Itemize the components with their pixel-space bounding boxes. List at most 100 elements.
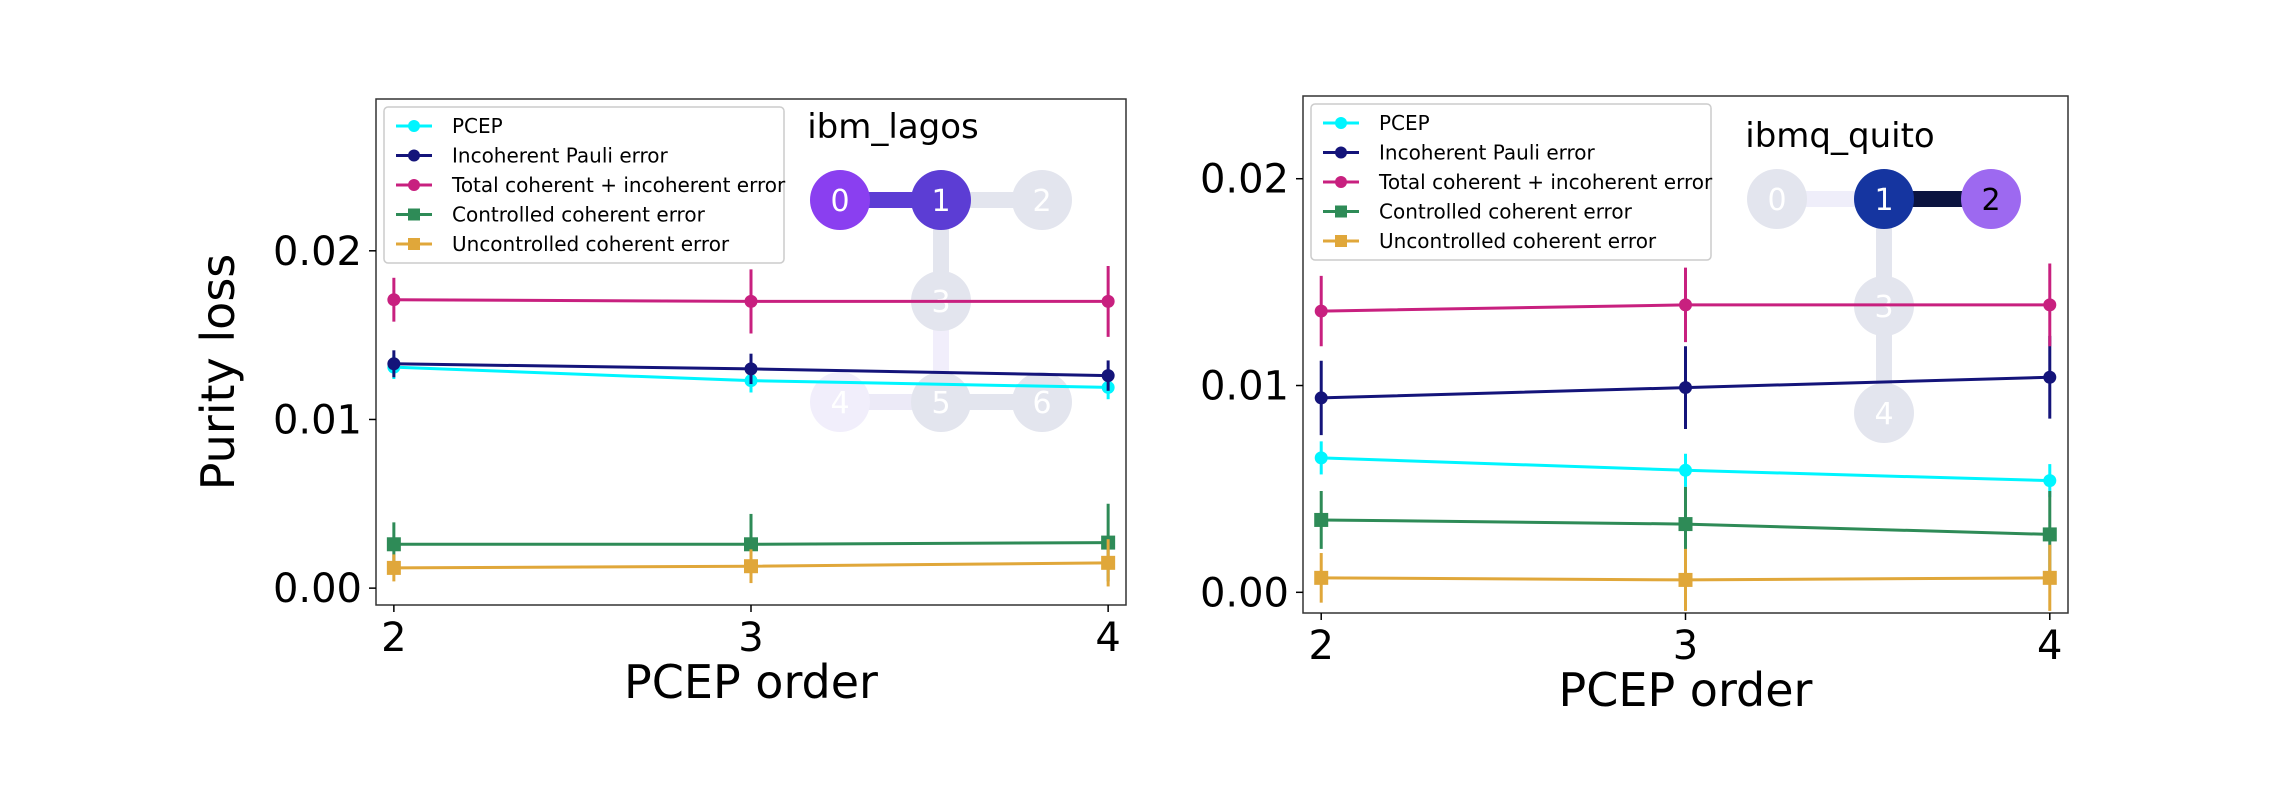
data-point [1678,517,1693,532]
qubit-label-5: 5 [931,386,950,421]
legend-marker [1335,146,1347,159]
x-tick-label: 4 [1095,615,1120,661]
x-tick-label: 3 [1673,623,1698,669]
device-title: ibmq_quito [1745,116,1934,156]
legend-label: Controlled coherent error [1379,200,1633,224]
qubit-node-1 [911,170,971,230]
qubit-node-2 [1012,170,1072,230]
data-point [2042,527,2057,542]
data-point [744,294,758,308]
qubit-label-4: 4 [1874,397,1893,432]
qubit-node-4 [1854,383,1914,443]
legend-marker [408,208,420,221]
y-tick-label: 0.02 [1200,157,1289,203]
series-1 [387,350,1115,391]
data-point [2043,298,2057,312]
series-1 [1314,335,2057,436]
legend: PCEP Incoherent Pauli error Total coherent… [383,106,786,264]
data-point [2043,474,2057,488]
qubit-label-6: 6 [1032,386,1051,421]
legend-marker [1335,117,1347,129]
chart-panel-ibmq-quito: 0 1 2 3 4 ibmq_quito 2 3 4 0.00 0.01 0.02 PCEP order… [1200,95,2069,717]
data-point [1679,298,1692,312]
series-2 [1314,263,2057,347]
legend-marker [408,120,420,132]
legend-marker [1335,176,1347,188]
legend-label: Controlled coherent error [452,203,706,227]
qubit-node-5 [911,372,971,432]
data-point [386,537,401,552]
data-point [1314,304,1328,318]
qubit-label-1: 1 [931,184,950,219]
x-tick-label: 2 [381,615,406,661]
series-2 [387,265,1115,337]
y-tick-label: 0.00 [1200,570,1289,616]
data-point [1101,294,1115,308]
legend: PCEP Incoherent Pauli error Total coherent… [1310,103,1713,261]
y-tick-label: 0.02 [273,229,362,275]
data-point [387,357,401,371]
data-point [1101,555,1116,570]
data-point [1679,381,1692,395]
qubit-node-2 [1961,169,2021,229]
data-point [744,559,758,574]
legend-label: Incoherent Pauli error [1379,141,1596,165]
qubit-node-0 [1747,169,1807,229]
legend-label: PCEP [452,114,503,138]
qubit-label-1: 1 [1874,183,1893,218]
legend-label: Incoherent Pauli error [452,144,669,168]
legend-marker [408,179,420,191]
x-tick-label: 4 [2037,623,2062,669]
legend-label: Total coherent + incoherent error [451,173,786,197]
qubit-label-2: 2 [1032,184,1051,219]
legend-label: Uncontrolled coherent error [1379,229,1657,253]
device-title: ibm_lagos [807,107,979,147]
legend-box [1310,103,1712,261]
data-point [386,560,401,575]
legend-label: PCEP [1379,111,1430,135]
series-4 [1314,544,2057,611]
series-0 [1314,441,2057,498]
x-tick-label: 2 [1308,623,1333,669]
qubit-label-0: 0 [830,184,849,219]
data-point [2043,370,2057,384]
y-tick-label: 0.01 [273,397,362,443]
data-point [744,362,758,376]
qubit-label-2: 2 [1981,183,2000,218]
data-point [744,537,758,552]
data-point [387,293,401,307]
y-tick-label: 0.01 [1200,364,1289,410]
x-axis-label: PCEP order [624,655,878,709]
device-coupling-map: 0 1 2 3 4 ibmq_quito [1745,116,2021,443]
legend-box [383,106,785,264]
series-4 [386,539,1116,587]
legend-marker [408,238,420,250]
data-point [1314,451,1328,465]
y-tick-label: 0.00 [273,566,362,612]
qubit-label-4: 4 [830,386,849,421]
legend-label: Total coherent + incoherent error [1378,170,1713,194]
series-3 [1314,486,2057,578]
x-tick-label: 3 [738,615,763,661]
x-axis-label: PCEP order [1559,663,1813,717]
data-point [1679,463,1692,477]
legend-marker [1335,235,1347,247]
qubit-node-4 [810,372,870,432]
qubit-node-1 [1854,169,1914,229]
legend-marker [1335,205,1347,218]
legend-marker [408,149,420,162]
y-axis-label: Purity loss [191,254,245,491]
data-point [1314,512,1329,527]
qubit-label-0: 0 [1767,183,1786,218]
data-point [1678,572,1693,587]
data-point [1314,570,1329,585]
data-point [2042,570,2057,585]
qubit-node-0 [810,170,870,230]
legend-label: Uncontrolled coherent error [452,232,730,256]
data-point [1101,369,1115,383]
data-point [1314,391,1328,405]
